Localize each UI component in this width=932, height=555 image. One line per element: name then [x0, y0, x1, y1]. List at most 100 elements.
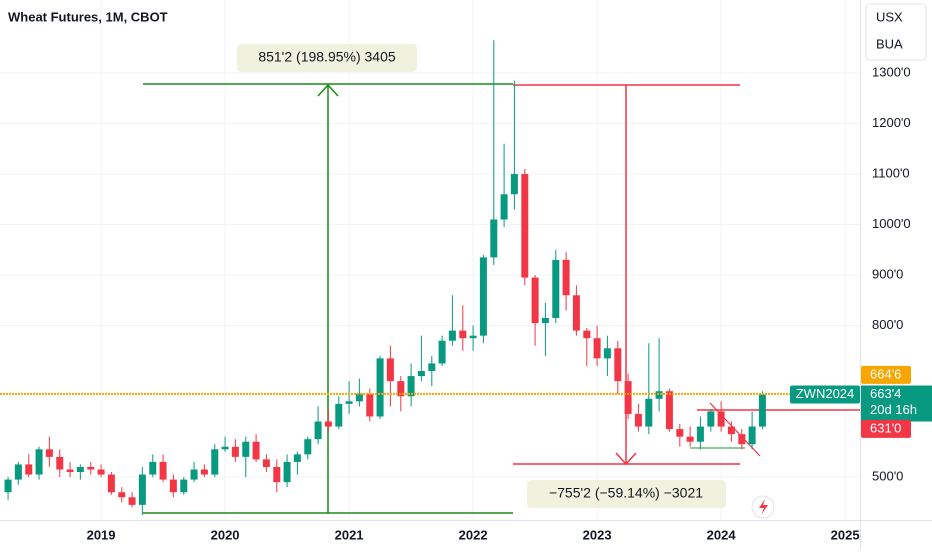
candle-body	[665, 391, 673, 430]
arrow-head	[615, 452, 637, 466]
annotation: 851'2 (198.95%) 3405	[258, 49, 396, 65]
candle-body	[169, 479, 177, 493]
candle-body	[572, 295, 580, 331]
candle-body	[324, 421, 332, 427]
candle-body	[655, 391, 663, 399]
candle-body	[87, 466, 95, 470]
candle-body	[231, 446, 239, 457]
candle-body	[252, 441, 260, 460]
level-label: 631'0	[870, 420, 901, 435]
candle-body	[459, 330, 467, 339]
candle-body	[634, 413, 642, 427]
symbol-box	[790, 385, 860, 404]
candle-body	[696, 426, 704, 442]
candle-body	[676, 429, 684, 437]
candle-body	[531, 277, 539, 324]
grid	[0, 0, 860, 520]
y-tick-label: 1300'0	[872, 64, 911, 79]
candle-body	[283, 461, 291, 483]
candle-body	[686, 436, 694, 442]
candle-body	[138, 474, 146, 505]
candle-body	[738, 434, 746, 445]
candle-body	[397, 381, 405, 397]
y-tick-label: 1000'0	[872, 216, 911, 231]
y-tick-label: 900'0	[872, 266, 903, 281]
candle-body	[386, 358, 394, 382]
candle-body	[56, 456, 64, 470]
candle-body	[4, 479, 12, 493]
candle-body	[200, 469, 208, 475]
candle-body	[355, 393, 363, 402]
candle-body	[304, 439, 312, 455]
candle-body	[614, 348, 622, 382]
x-tick-label: 2024	[707, 527, 737, 542]
annotation-box	[527, 480, 726, 508]
candle-body	[479, 257, 487, 336]
currency: USX	[876, 9, 903, 24]
candle-body	[500, 194, 508, 220]
candle-body	[645, 398, 653, 427]
candle-body	[376, 358, 384, 417]
candle-body	[242, 441, 250, 457]
last-price-box	[861, 385, 932, 422]
candle-body	[149, 461, 157, 475]
candle-body	[448, 330, 456, 341]
candle-body	[717, 411, 725, 427]
candle-body	[97, 469, 105, 475]
lightning	[759, 499, 768, 515]
candle-body	[758, 394, 766, 427]
candle-body	[159, 461, 167, 480]
candle-body	[14, 464, 22, 480]
candle-body	[66, 469, 74, 473]
candle-body	[35, 449, 43, 475]
candle-body	[221, 446, 229, 450]
price-label-box	[861, 365, 911, 384]
candle-body	[428, 363, 436, 372]
unit-panel	[865, 3, 927, 61]
annotation: −755'2 (−59.14%) −3021	[549, 485, 703, 501]
candle-body	[76, 466, 84, 473]
arrow-head	[317, 83, 339, 97]
x-tick-label: 2023	[583, 527, 612, 542]
x-tick-label: 2022	[459, 527, 488, 542]
candle-body	[624, 381, 632, 414]
candle-body	[45, 449, 53, 457]
y-tick-label: 500'0	[872, 469, 903, 484]
candle-body	[603, 348, 611, 359]
candle-body	[707, 411, 715, 427]
candle-body	[552, 259, 560, 318]
candle-body	[190, 469, 198, 480]
y-tick-label: 800'0	[872, 317, 903, 332]
price-label: 664'6	[870, 366, 901, 381]
candle-body	[727, 426, 735, 435]
candles	[4, 40, 766, 515]
last-price-label: 663'4	[870, 386, 901, 401]
symbol-label: ZWN2024	[796, 386, 855, 401]
candle-body	[262, 459, 270, 467]
candle-body	[273, 466, 281, 483]
candle-body	[366, 393, 374, 417]
candle-body	[583, 330, 591, 339]
unit: BUA	[876, 36, 903, 51]
x-tick-label: 2019	[87, 527, 116, 542]
candle-body	[118, 492, 126, 498]
candle-body	[510, 174, 518, 195]
candle-body	[335, 403, 343, 427]
candle-body	[521, 174, 529, 278]
y-tick-label: 1200'0	[872, 115, 911, 130]
x-tick-label: 2025	[831, 527, 860, 542]
candle-body	[293, 454, 301, 462]
candle-body	[345, 401, 353, 404]
candle-body	[469, 335, 477, 339]
candle-body	[107, 474, 115, 493]
y-tick-label: 1100'0	[872, 165, 910, 180]
candle-body	[748, 426, 756, 445]
chart-title: Wheat Futures, 1M, CBOT	[8, 9, 168, 24]
candle-body	[541, 317, 549, 324]
candle-body	[438, 340, 446, 364]
candle-body	[562, 259, 570, 296]
candle-body	[593, 338, 601, 359]
candle-body	[490, 219, 498, 258]
